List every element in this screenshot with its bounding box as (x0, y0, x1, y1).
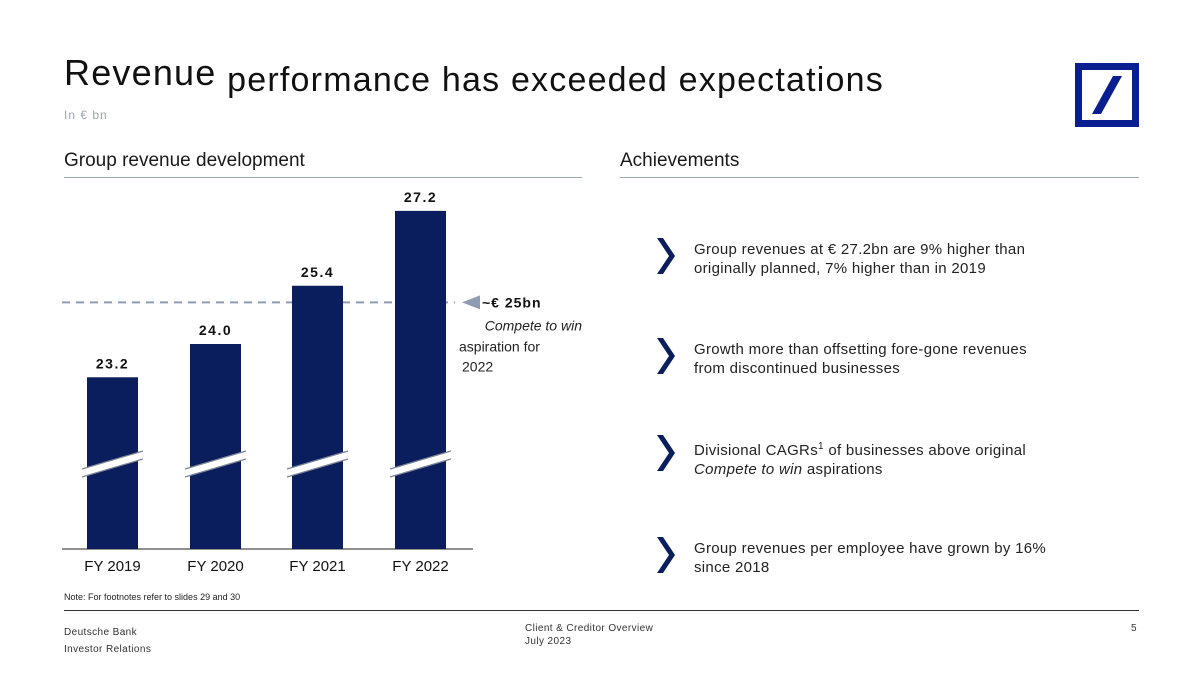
logo-inner-square (1082, 70, 1132, 120)
axis-break-edge (184, 458, 247, 478)
achievement-text-line: Group revenues at € 27.2bn are 9% higher… (694, 241, 1026, 258)
axis-break-edge (184, 450, 247, 470)
achievement-text-line: since 2018 (694, 559, 770, 576)
achievement-text-line: Divisional CAGRs1 of businesses above or… (694, 437, 1114, 460)
axis-break-mark (287, 451, 348, 477)
bars-group: 23.2 FY 2019 24.0 FY 2020 25.4 FY 2021 27.2 FY … (81, 189, 452, 575)
reference-annotation-line-2: aspiration for (459, 338, 540, 354)
page-title-part2: performance has exceeded expectations (227, 61, 884, 99)
axis-break-edge (81, 458, 144, 478)
chevron-right-icon (657, 238, 675, 274)
axis-break-edge (389, 458, 452, 478)
achievement-text-segment: aspirations (802, 461, 883, 478)
achievement-text-line: Group revenues per employee have grown b… (694, 540, 1047, 557)
footer-organization: Deutsche Bank Investor Relations (64, 624, 151, 658)
logo-slash-icon (1092, 76, 1122, 114)
achievement-text: Growth more than offsetting fore-gone re… (694, 340, 1114, 378)
axis-break-mark (185, 451, 246, 477)
achievement-text-segment: of businesses above original (823, 442, 1027, 459)
chart-section-rule (64, 177, 582, 178)
x-axis-tick-label: FY 2019 (84, 558, 140, 575)
axis-break-edge (81, 450, 144, 470)
footer-rule (64, 610, 1139, 611)
deutsche-bank-logo (1075, 63, 1139, 127)
bar-value-label: 27.2 (404, 189, 437, 205)
achievement-text: Group revenues at € 27.2bn are 9% higher… (694, 240, 1114, 278)
axis-break-edge (389, 450, 452, 470)
footnote-note: Note: For footnotes refer to slides 29 a… (64, 592, 241, 602)
axis-break-edge (286, 450, 349, 470)
x-axis-tick-label: FY 2022 (392, 558, 448, 575)
reference-arrow-icon (462, 295, 480, 310)
revenue-bar-chart: ~€ 25bn Compete to win aspiration for 20… (62, 189, 582, 575)
page-number: 5 (1131, 623, 1137, 634)
reference-line-label: ~€ 25bn (482, 294, 542, 310)
footer-org-line: Deutsche Bank (64, 627, 138, 638)
axis-break-edge (286, 458, 349, 478)
achievement-text: Divisional CAGRs1 of businesses above or… (694, 437, 1114, 479)
achievement-text: Group revenues per employee have grown b… (694, 539, 1114, 577)
achievement-text-segment: Divisional CAGRs (694, 442, 818, 459)
reference-annotation-line-3: 2022 (462, 358, 493, 374)
unit-label: In € bn (64, 108, 108, 122)
page-title: Revenue performance has exceeded expecta… (64, 52, 884, 100)
bar-value-label: 23.2 (96, 355, 129, 371)
achievement-text-line: originally planned, 7% higher than in 20… (694, 260, 986, 277)
bar-value-label: 25.4 (301, 264, 334, 280)
bar (395, 210, 446, 549)
footer-doc-line: July 2023 (525, 636, 572, 647)
footer-document: Client & Creditor Overview July 2023 (525, 620, 653, 650)
x-axis-tick-label: FY 2021 (289, 558, 345, 575)
achievement-text-line: Compete to win aspirations (694, 460, 1114, 479)
x-axis-tick-label: FY 2020 (187, 558, 243, 575)
chevron-right-icon (657, 338, 675, 374)
achievements-section-rule (620, 177, 1139, 178)
achievement-text-line: from discontinued businesses (694, 360, 901, 377)
bar (292, 285, 343, 549)
achievement-text-italic: Compete to win (694, 461, 803, 478)
footer-doc-line: Client & Creditor Overview (525, 623, 654, 634)
reference-annotation-line-1: Compete to win (485, 317, 582, 333)
footer-org-line: Investor Relations (64, 644, 152, 655)
page-title-part1: Revenue (64, 52, 217, 93)
achievement-text-line: Growth more than offsetting fore-gone re… (694, 341, 1027, 358)
bar (190, 344, 241, 549)
bar-value-label: 24.0 (199, 322, 232, 338)
axis-break-mark (82, 451, 143, 477)
axis-break-mark (390, 451, 451, 477)
footnote-marker: 1 (818, 441, 824, 452)
achievements-section-title: Achievements (620, 150, 740, 171)
chart-section-title: Group revenue development (64, 150, 305, 171)
chevron-right-icon (657, 435, 675, 471)
chevron-right-icon (657, 537, 675, 573)
